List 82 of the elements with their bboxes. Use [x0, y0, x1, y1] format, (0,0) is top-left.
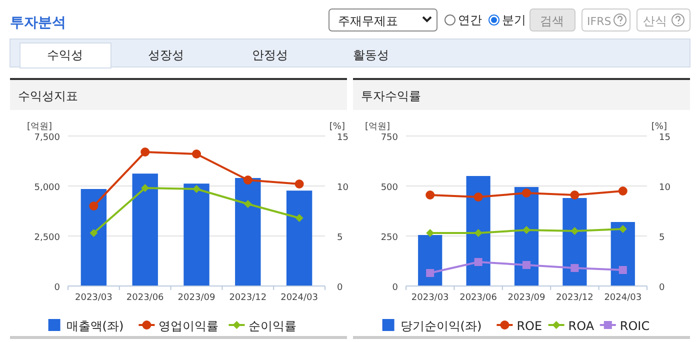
point [618, 225, 627, 233]
text: 연간 [458, 13, 482, 27]
bar [562, 198, 587, 286]
point [474, 192, 483, 202]
point [522, 261, 530, 269]
x-tick-label: 2023/12 [229, 293, 267, 303]
point [522, 188, 531, 198]
text: IFRS [587, 15, 612, 28]
x-tick-label: 2023/06 [460, 293, 498, 303]
x-tick-label: 2023/03 [411, 293, 449, 303]
x-tick-label: 2023/03 [75, 293, 112, 303]
chart-title: 투자수익률 [361, 89, 421, 103]
point [570, 264, 579, 272]
y2-tick-label: 15 [659, 133, 670, 143]
text: 검색 [540, 14, 564, 28]
text: 활동성 [353, 48, 389, 62]
text: 분기 [502, 13, 526, 27]
y-tick-label: 750 [380, 133, 398, 143]
legend-label: ROE [516, 319, 542, 333]
y2-tick-label: 10 [659, 183, 671, 193]
text: 산식 [643, 14, 667, 28]
y-tick-label: 5,000 [34, 183, 60, 193]
bar [610, 222, 635, 286]
text: 주재무제표 [338, 14, 398, 28]
y2-tick-label: 5 [337, 233, 343, 243]
point [89, 202, 98, 210]
point [192, 185, 200, 193]
x-tick-label: 2024/03 [280, 293, 318, 303]
x-tick-label: 2023/12 [556, 293, 594, 303]
text: 안정성 [252, 48, 288, 62]
text: 성장성 [148, 48, 184, 62]
bar [286, 190, 312, 286]
point [618, 266, 627, 274]
point [522, 226, 530, 234]
point [140, 148, 150, 156]
y2-tick-label: 0 [659, 283, 665, 293]
y-tick-label: 0 [392, 283, 398, 293]
y2-tick-label: 0 [337, 283, 343, 293]
legend-label: 당기순이익(좌) [400, 319, 482, 333]
y-axis-title: [억원] [26, 122, 52, 132]
point [426, 190, 435, 200]
point [294, 180, 304, 188]
y-tick-label: 250 [380, 233, 398, 243]
point [426, 269, 434, 277]
y2-tick-label: 5 [659, 233, 665, 243]
y-axis-title: [억원] [364, 122, 390, 132]
chart-title: 수익성지표 [18, 89, 78, 103]
point [90, 229, 98, 237]
point [570, 227, 579, 235]
y-tick-label: 500 [380, 183, 398, 193]
point [474, 229, 482, 237]
y2-tick-label: 15 [337, 133, 348, 143]
legend-label: 매출액(좌) [66, 319, 124, 333]
x-tick-label: 2023/09 [178, 293, 216, 303]
x-tick-label: 2023/09 [508, 293, 546, 303]
legend-label: ROIC [620, 319, 650, 333]
x-tick-label: 2023/06 [126, 293, 164, 303]
point [243, 176, 252, 184]
bar [132, 174, 158, 286]
y-tick-label: 7,500 [34, 133, 60, 143]
bar [80, 189, 107, 286]
point [295, 214, 304, 222]
point [141, 184, 150, 192]
y-tick-label: 0 [54, 283, 60, 293]
point [192, 150, 201, 158]
legend-label: ROA [568, 319, 595, 333]
legend-label: 순이익률 [248, 319, 297, 333]
point [474, 258, 482, 266]
text: 투자분석 [10, 15, 66, 31]
bar [418, 235, 442, 286]
point [570, 190, 580, 200]
bar [235, 178, 261, 286]
x-tick-label: 2024/03 [604, 293, 642, 303]
y-tick-label: 2,500 [34, 233, 60, 243]
text: 수익성 [47, 48, 83, 62]
bar [184, 184, 210, 286]
y2-axis-title: [%] [329, 122, 345, 132]
legend-label: 영업이익률 [158, 319, 219, 333]
y2-axis-title: [%] [651, 122, 667, 132]
point [618, 186, 628, 196]
point [244, 200, 252, 208]
y2-tick-label: 10 [337, 183, 349, 193]
